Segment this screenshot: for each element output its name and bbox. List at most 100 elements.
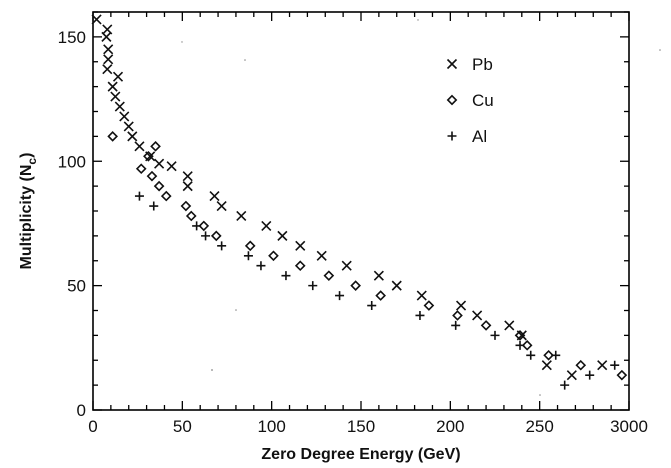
- point-al: [217, 241, 227, 251]
- point-al: [201, 231, 211, 241]
- point-pb: [295, 240, 306, 251]
- legend-marker-pb: [446, 58, 458, 70]
- point-cu: [480, 320, 492, 331]
- point-pb: [112, 71, 124, 82]
- point-cu: [521, 339, 533, 351]
- point-al: [192, 221, 202, 231]
- point-pb: [134, 141, 145, 152]
- legend-label-al: Al: [472, 127, 487, 146]
- point-al: [335, 291, 345, 301]
- point-cu: [423, 300, 435, 311]
- point-al: [560, 380, 570, 390]
- legend-label-pb: Pb: [472, 55, 493, 74]
- point-pb: [504, 320, 515, 331]
- point-cu: [150, 140, 161, 152]
- point-cu: [146, 170, 158, 182]
- y-axis-label: Multiplicity (Nc): [18, 153, 39, 270]
- point-pb: [110, 91, 121, 102]
- legend-item-pb: Pb: [446, 55, 493, 74]
- point-cu: [244, 240, 256, 252]
- point-pb: [566, 370, 577, 381]
- point-cu: [294, 260, 306, 272]
- point-pb: [182, 181, 193, 192]
- point-al: [610, 360, 620, 370]
- point-pb: [455, 300, 467, 311]
- point-pb: [391, 280, 402, 291]
- legend-marker-al: [447, 131, 457, 141]
- x-tick-label: 50: [173, 417, 192, 436]
- point-al: [585, 370, 595, 380]
- legend-item-al: Al: [447, 127, 487, 146]
- x-tick-label: 100: [257, 417, 285, 436]
- point-pb: [236, 210, 247, 222]
- point-pb: [123, 121, 134, 132]
- point-al: [415, 310, 425, 320]
- y-tick-label: 100: [58, 152, 86, 171]
- point-cu: [350, 280, 361, 291]
- point-cu: [268, 250, 279, 262]
- point-cu: [198, 220, 210, 232]
- point-pb: [101, 31, 112, 42]
- x-axis-label: Zero Degree Energy (GeV): [261, 446, 460, 463]
- x-tick-label: 3000: [610, 417, 648, 436]
- point-al: [243, 251, 253, 261]
- point-cu: [153, 180, 165, 192]
- point-cu: [143, 150, 154, 162]
- point-pb: [91, 14, 102, 25]
- series-pb: [91, 14, 608, 381]
- y-tick-label: 0: [77, 401, 86, 420]
- point-al: [451, 320, 461, 330]
- y-axis-label-close: ): [18, 153, 35, 158]
- point-pb: [127, 131, 138, 142]
- point-al: [134, 191, 144, 201]
- point-cu: [543, 349, 554, 361]
- point-cu: [180, 200, 192, 212]
- series-cu: [107, 131, 628, 381]
- point-al: [281, 271, 291, 281]
- point-pb: [216, 200, 227, 212]
- point-pb: [107, 81, 118, 92]
- point-pb: [373, 270, 384, 281]
- point-pb: [316, 250, 327, 261]
- point-al: [308, 281, 318, 291]
- point-pb: [119, 111, 130, 122]
- y-tick-label: 150: [58, 28, 86, 47]
- point-al: [526, 350, 536, 360]
- point-pb: [182, 171, 193, 182]
- point-al: [256, 261, 266, 271]
- point-cu: [375, 290, 386, 301]
- series-al: [134, 191, 620, 390]
- point-cu: [135, 163, 147, 175]
- point-cu: [323, 270, 335, 282]
- point-pb: [261, 220, 272, 231]
- point-cu: [514, 330, 526, 341]
- point-cu: [452, 310, 463, 321]
- point-pb: [416, 290, 427, 301]
- point-pb: [277, 230, 288, 241]
- x-tick-label: 0: [88, 417, 97, 436]
- point-al: [551, 350, 561, 360]
- point-pb: [103, 54, 114, 65]
- y-axis-label-subscript: c: [25, 158, 39, 165]
- point-cu: [160, 190, 172, 202]
- point-cu: [210, 230, 222, 242]
- x-tick-label: 250: [525, 417, 553, 436]
- y-tick-label: 50: [67, 277, 86, 296]
- legend: Pb Cu Al: [446, 55, 494, 146]
- point-pb: [209, 191, 220, 202]
- point-pb: [541, 360, 552, 371]
- point-cu: [185, 210, 197, 222]
- axis-ticks: [92, 11, 630, 411]
- point-pb: [341, 260, 352, 271]
- point-al: [490, 330, 500, 340]
- scan-specks: [181, 19, 661, 396]
- point-pb: [114, 101, 125, 112]
- x-tick-label: 150: [347, 417, 375, 436]
- point-cu: [107, 131, 118, 142]
- point-cu: [616, 369, 628, 381]
- point-pb: [472, 310, 483, 321]
- data-markers: [91, 14, 628, 390]
- legend-marker-cu: [446, 94, 458, 106]
- point-cu: [575, 359, 587, 371]
